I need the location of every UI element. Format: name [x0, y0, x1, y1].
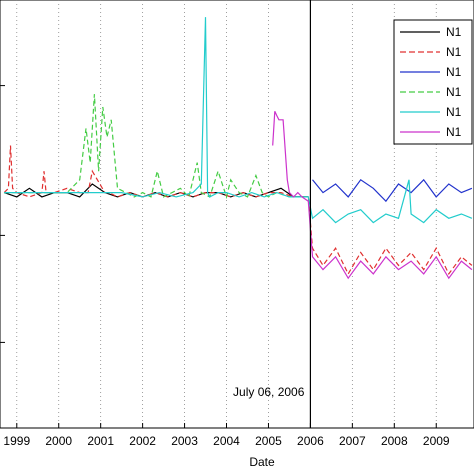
legend-box	[393, 19, 473, 145]
series-line-3	[312, 178, 473, 203]
x-tick-label: 2001	[87, 434, 114, 448]
legend-entry: N1	[446, 85, 462, 99]
x-tick-label: 2008	[381, 434, 408, 448]
x-tick-label: 2002	[129, 434, 156, 448]
legend: N1 N1 N1 N1 N1 N1	[393, 19, 473, 145]
legend-entry: N1	[446, 25, 462, 39]
x-tick-label: 2004	[213, 434, 240, 448]
series-layer	[3, 17, 473, 280]
x-tick-label: 2005	[255, 434, 282, 448]
event-annotation: July 06, 2006	[233, 385, 305, 399]
series-line-5	[4, 17, 473, 224]
series-line-6	[272, 111, 473, 280]
series-line-2	[3, 145, 473, 276]
x-tick-label: 1999	[3, 434, 30, 448]
legend-entry: N1	[446, 45, 462, 59]
legend-entry: N1	[446, 65, 462, 79]
series-line-4	[4, 94, 309, 200]
x-tick-label: 2009	[423, 434, 450, 448]
legend-entry: N1	[446, 125, 462, 139]
x-tick-label: 2006	[297, 434, 324, 448]
x-tick-label: 2007	[339, 434, 366, 448]
x-tick-label: 2000	[45, 434, 72, 448]
legend-entry: N1	[446, 105, 462, 119]
x-axis-label: Date	[249, 455, 275, 469]
x-tick-label: 2003	[171, 434, 198, 448]
x-axis-ticks: 1999 2000 2001 2002 2003 2004 2005 2006 2007 2008…	[0, 85, 450, 448]
